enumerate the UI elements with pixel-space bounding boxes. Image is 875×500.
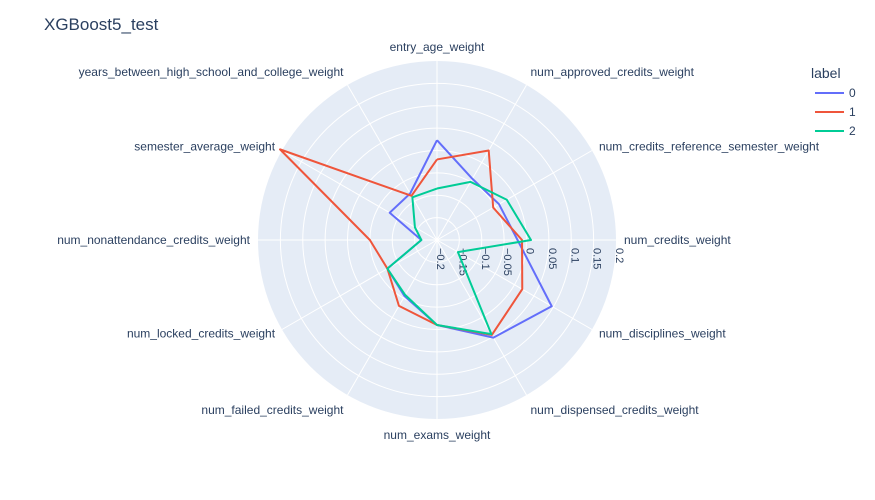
angular-gridline xyxy=(436,239,593,330)
angular-tick-label: num_exams_weight xyxy=(384,428,491,442)
radial-tick-label: 0.15 xyxy=(591,248,603,269)
angular-tick-label: num_failed_credits_weight xyxy=(201,403,344,417)
legend-item-0[interactable]: 0 xyxy=(815,86,856,100)
angular-axis-labels: entry_age_weight num_approved_credits_wei… xyxy=(57,40,820,442)
legend-label: 1 xyxy=(849,105,856,119)
series-group xyxy=(279,139,553,339)
radial-tick-label: 0.2 xyxy=(613,248,625,263)
legend: label 0 1 2 xyxy=(811,65,856,138)
radial-tick-label: −0.2 xyxy=(434,248,446,270)
angular-gridline xyxy=(436,84,527,241)
legend-item-2[interactable]: 2 xyxy=(815,124,856,138)
legend-label: 0 xyxy=(849,86,856,100)
series-line-2[interactable] xyxy=(386,180,532,336)
angular-tick-label: semester_average_weight xyxy=(134,140,275,154)
angular-tick-label: num_credits_reference_semester_weight xyxy=(599,140,820,154)
radial-tick-label: 0 xyxy=(524,248,536,254)
angular-gridline xyxy=(281,150,438,241)
angular-tick-label: years_between_high_school_and_college_we… xyxy=(79,65,345,79)
angular-gridline xyxy=(347,239,438,396)
radial-tick-label: 0.05 xyxy=(546,248,558,269)
radial-tick-label: 0.1 xyxy=(568,248,580,263)
radial-tick-label: −0.05 xyxy=(501,248,513,276)
angular-gridline xyxy=(436,150,593,241)
angular-tick-label: num_approved_credits_weight xyxy=(531,65,695,79)
polar-grid xyxy=(258,61,616,419)
legend-item-1[interactable]: 1 xyxy=(815,105,856,119)
angular-tick-label: num_dispensed_credits_weight xyxy=(531,403,700,417)
angular-gridline xyxy=(281,239,438,330)
radial-tick-label: −0.1 xyxy=(479,248,491,270)
angular-tick-label: num_nonattendance_credits_weight xyxy=(57,233,250,247)
angular-tick-label: entry_age_weight xyxy=(390,40,485,54)
legend-title: label xyxy=(811,65,841,81)
angular-tick-label: num_disciplines_weight xyxy=(599,327,726,341)
angular-tick-label: num_locked_credits_weight xyxy=(127,327,276,341)
angular-gridline xyxy=(347,84,438,241)
chart-title: XGBoost5_test xyxy=(44,15,159,34)
angular-tick-label: num_credits_weight xyxy=(624,233,731,247)
angular-gridline xyxy=(436,239,527,396)
legend-label: 2 xyxy=(849,124,856,138)
